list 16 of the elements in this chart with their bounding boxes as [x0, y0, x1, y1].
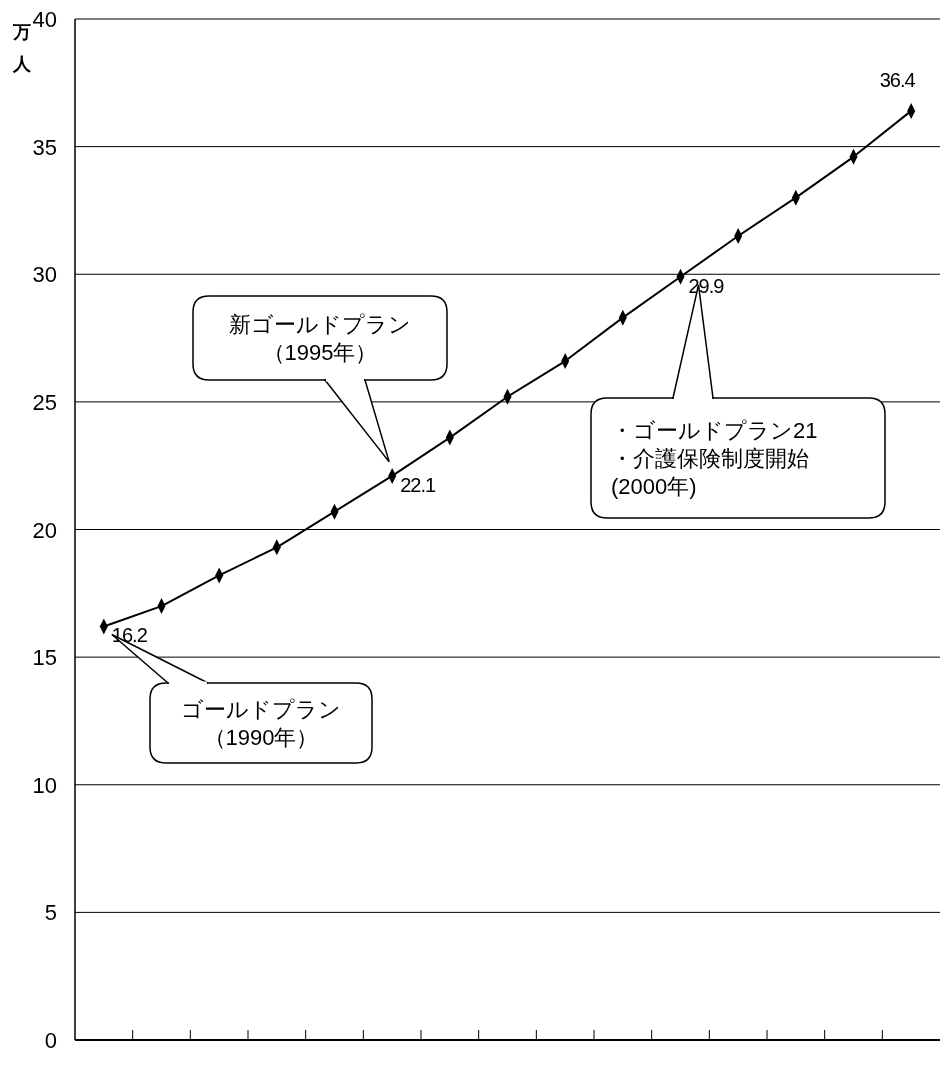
data-label: 36.4 [879, 68, 916, 91]
y-tick-label: 15 [32, 645, 57, 671]
annotation: ゴールドプラン（1990年） [181, 697, 341, 750]
y-tick-label: 0 [44, 1028, 57, 1053]
y-tick-label: 35 [32, 134, 57, 160]
y-tick-label: 20 [32, 517, 57, 543]
y-tick-label: 40 [32, 7, 57, 32]
y-tick-label: 30 [32, 262, 57, 288]
y-tick-label: 5 [44, 900, 57, 926]
annotation: 新ゴールドプラン（1995年） [229, 312, 411, 365]
data-label: 22.1 [400, 473, 436, 496]
data-label: 29.9 [688, 274, 725, 297]
y-tick-label: 10 [32, 772, 57, 798]
annotation: ・ゴールドプラン21・介護保険制度開始(2000年) [611, 418, 818, 499]
y-tick-label: 25 [32, 389, 57, 415]
y-axis-title: 万人 [12, 22, 32, 74]
